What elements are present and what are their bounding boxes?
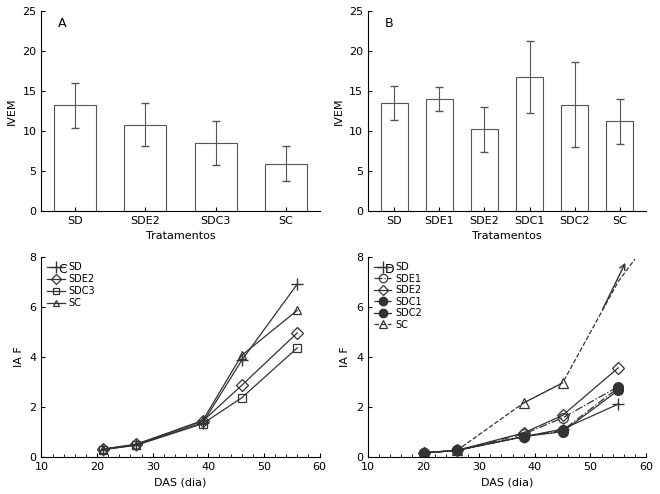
Line: SDC2: SDC2 xyxy=(418,385,623,458)
SDE2 xyxy=(238,382,246,388)
Line: SDC1: SDC1 xyxy=(418,383,623,458)
SDE2 xyxy=(199,418,207,424)
SDE2 xyxy=(519,430,527,436)
Line: SD: SD xyxy=(418,399,624,458)
Line: SDC3: SDC3 xyxy=(98,344,302,454)
Legend: SD, SDE1, SDE2, SDC1, SDC2, SC: SD, SDE1, SDE2, SDC1, SDC2, SC xyxy=(370,258,426,333)
SDC1 xyxy=(420,450,428,456)
SDE1 xyxy=(420,450,428,456)
Line: SC: SC xyxy=(98,306,302,453)
Y-axis label: IA F: IA F xyxy=(14,346,24,367)
SC xyxy=(99,446,107,452)
Line: SDE2: SDE2 xyxy=(420,364,622,457)
Bar xyxy=(381,103,408,211)
SDC1 xyxy=(614,385,622,391)
SC xyxy=(558,380,566,386)
X-axis label: DAS (dia): DAS (dia) xyxy=(154,477,207,487)
SD xyxy=(293,281,301,287)
Bar xyxy=(607,122,634,211)
Line: SD: SD xyxy=(97,279,303,455)
Bar xyxy=(124,124,166,211)
SC xyxy=(132,442,140,448)
Bar xyxy=(195,143,237,211)
SC xyxy=(453,448,461,453)
Y-axis label: IVEM: IVEM xyxy=(7,97,17,125)
SD xyxy=(420,450,428,456)
Legend: SD, SDE2, SDC3, SC: SD, SDE2, SDC3, SC xyxy=(44,258,99,312)
SC xyxy=(420,450,428,456)
SDE1 xyxy=(519,431,527,437)
SDE2 xyxy=(614,365,622,371)
SD xyxy=(453,448,461,453)
SD xyxy=(558,426,566,432)
SC xyxy=(238,352,246,358)
SDC2 xyxy=(420,450,428,456)
SDC1 xyxy=(519,434,527,440)
X-axis label: DAS (dia): DAS (dia) xyxy=(481,477,533,487)
Text: D: D xyxy=(385,262,394,276)
SDE2 xyxy=(99,446,107,452)
SC xyxy=(199,417,207,423)
Bar xyxy=(561,105,588,211)
SDC3 xyxy=(132,443,140,449)
SDC3 xyxy=(99,447,107,453)
Line: SDE2: SDE2 xyxy=(98,329,302,453)
SDE2 xyxy=(453,448,461,453)
SC xyxy=(293,307,301,313)
SD xyxy=(519,434,527,440)
X-axis label: Tratamentos: Tratamentos xyxy=(146,232,215,242)
Bar xyxy=(471,129,498,211)
SDC2 xyxy=(614,387,622,393)
SD xyxy=(99,447,107,453)
SDC1 xyxy=(453,448,461,453)
Bar xyxy=(265,164,307,211)
SDE1 xyxy=(453,448,461,453)
Line: SDE1: SDE1 xyxy=(418,382,623,458)
SDE2 xyxy=(558,412,566,418)
SD xyxy=(238,357,246,363)
SDC1 xyxy=(558,427,566,433)
Bar xyxy=(54,105,96,211)
SDC2 xyxy=(519,434,527,440)
SDE2 xyxy=(132,441,140,447)
SDC2 xyxy=(453,448,461,453)
SD xyxy=(132,442,140,448)
X-axis label: Tratamentos: Tratamentos xyxy=(472,232,542,242)
SDC3 xyxy=(293,345,301,351)
Bar xyxy=(426,99,453,211)
Text: A: A xyxy=(58,17,67,30)
SDE1 xyxy=(614,384,622,390)
SDC3 xyxy=(199,421,207,427)
Text: B: B xyxy=(385,17,393,30)
Y-axis label: IVEM: IVEM xyxy=(333,97,343,125)
Y-axis label: IA F: IA F xyxy=(341,346,350,367)
Bar xyxy=(516,78,543,211)
SDE2 xyxy=(293,330,301,336)
SDE2 xyxy=(420,450,428,456)
SD xyxy=(199,420,207,426)
SDC3 xyxy=(238,395,246,401)
SD xyxy=(614,401,622,407)
SDC2 xyxy=(558,429,566,435)
Text: C: C xyxy=(58,262,67,276)
Line: SC: SC xyxy=(418,378,568,458)
SDE1 xyxy=(558,415,566,421)
SC xyxy=(519,400,527,406)
